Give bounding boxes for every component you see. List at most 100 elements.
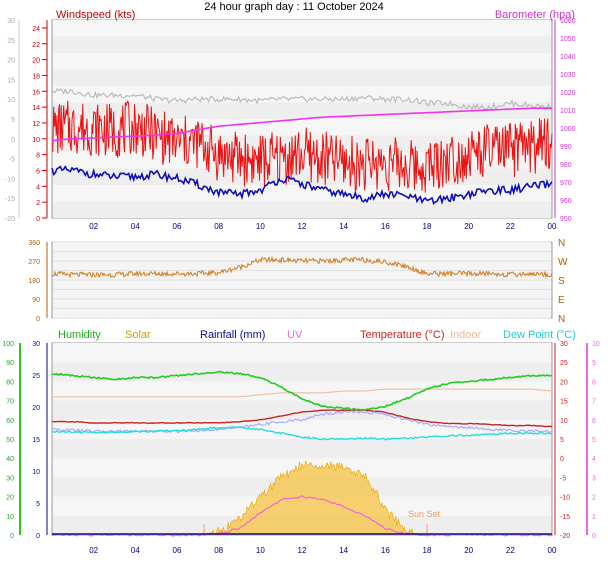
- humidity-tick-label: 20: [6, 495, 14, 502]
- x-tick-label: 08: [214, 222, 223, 231]
- wind-outer-axis: 30 25 20 15 10 5 0 -5 -10 -15 -20: [5, 18, 20, 223]
- temperature-tick-label: 0: [560, 456, 564, 463]
- legend-dewpoint: Dew Point (°C): [503, 329, 576, 341]
- wind-panel: Windspeed (kts) Barometer (hpa) 30252015…: [5, 9, 576, 231]
- windspeed-tick-label: 18: [32, 73, 40, 80]
- barometer-tick-label: 1000: [560, 126, 576, 133]
- solar-axis: 30 25 20 15 10 5 0: [32, 341, 48, 540]
- windspeed-tick-label: 6: [36, 168, 40, 175]
- x-tick-label: 06: [173, 222, 182, 231]
- barometer-tick-label: 1050: [560, 36, 576, 43]
- grid-band: [53, 419, 551, 439]
- outer-tick-label: 15: [7, 77, 15, 84]
- legend-solar: Solar: [125, 329, 151, 341]
- direction-tick-label: 90: [32, 297, 40, 304]
- x-tick-label: 08: [214, 546, 223, 555]
- x-tick-label: 14: [339, 222, 348, 231]
- barometer-axis: 1060 1050 1040 1030 1020 1010 1000 990 980 970 960…: [554, 18, 576, 223]
- temperature-tick-label: 25: [560, 360, 568, 367]
- barometer-line: [51, 107, 552, 142]
- x-tick-label: 02: [89, 222, 98, 231]
- barometer-tick-label: 960: [560, 198, 572, 205]
- x-tick-label: 18: [423, 546, 432, 555]
- wind-direction-line: [51, 255, 553, 279]
- x-tick-label: 22: [506, 222, 515, 231]
- x-tick-label: 06: [173, 546, 182, 555]
- x-tick-label: 10: [256, 546, 265, 555]
- outer-tick-label: 5: [11, 117, 15, 124]
- temperature-legend: Humidity Solar Rainfall (mm) UV Temperat…: [58, 329, 576, 341]
- grid-band: [53, 400, 551, 420]
- windspeed-tick-label: 10: [32, 137, 40, 144]
- gust-line: [51, 87, 553, 112]
- uv-tick-label: 0: [592, 533, 596, 540]
- grid-band: [53, 185, 551, 202]
- temperature-tick-label: 5: [560, 437, 564, 444]
- uv-line: [51, 494, 553, 537]
- windspeed-line: [51, 99, 553, 193]
- grid-band: [53, 362, 551, 382]
- temperature-tick-label: -15: [560, 514, 570, 521]
- outer-tick-label: -15: [5, 196, 15, 203]
- windspeed-tick-label: 12: [32, 121, 40, 128]
- outer-tick-label: 25: [7, 38, 15, 45]
- grid-band: [53, 86, 551, 103]
- compass-label: N: [558, 238, 565, 249]
- x-tick-label: 16: [381, 546, 390, 555]
- humidity-line: [51, 370, 553, 411]
- windspeed-tick-label: 8: [36, 153, 40, 160]
- sunset-annotation: Sun Set: [408, 509, 441, 519]
- barometer-tick-label: 970: [560, 180, 572, 187]
- x-tick-label: 20: [464, 546, 473, 555]
- direction-tick-label: 360: [28, 240, 40, 247]
- x-tick-label: 12: [298, 546, 307, 555]
- x-tick-label: 22: [506, 546, 515, 555]
- uv-tick-label: 3: [592, 475, 596, 482]
- x-tick-label: 02: [89, 546, 98, 555]
- temperature-tick-label: -5: [560, 475, 566, 482]
- rainfall-tick-label: 5: [36, 501, 40, 508]
- windspeed-tick-label: 14: [32, 105, 40, 112]
- outer-tick-label: 10: [7, 97, 15, 104]
- uv-tick-label: 8: [592, 379, 596, 386]
- barometer-tick-label: 1040: [560, 54, 576, 61]
- compass-label: N: [558, 314, 565, 325]
- grid-band: [53, 343, 551, 363]
- uv-tick-label: 6: [592, 418, 596, 425]
- windspeed-tick-label: 24: [32, 26, 40, 33]
- rainfall-tick-label: 0: [36, 533, 40, 540]
- grid-band: [53, 168, 551, 185]
- barometer-tick-label: 1060: [560, 18, 576, 25]
- indoor-line: [52, 388, 553, 398]
- windspeed-legend: Windspeed (kts): [56, 9, 135, 21]
- x-tick-label: 14: [339, 546, 348, 555]
- legend-rainfall: Rainfall (mm): [200, 329, 265, 341]
- rainfall-tick-label: 10: [32, 469, 40, 476]
- uv-tick-label: 2: [592, 495, 596, 502]
- grid-band: [53, 102, 551, 119]
- temperature-tick-label: 10: [560, 418, 568, 425]
- direction-tick-label: 270: [28, 259, 40, 266]
- legend-temperature: Temperature (°C): [360, 329, 444, 341]
- outer-tick-label: -5: [9, 157, 15, 164]
- grid-band: [53, 53, 551, 70]
- windspeed-tick-label: 20: [32, 58, 40, 65]
- barometer-tick-label: 1030: [560, 72, 576, 79]
- humidity-tick-label: 60: [6, 418, 14, 425]
- rainfall-tick-label: 25: [32, 373, 40, 380]
- humidity-tick-label: 30: [6, 475, 14, 482]
- outer-tick-label: 20: [7, 58, 15, 65]
- temperature-tick-label: 30: [560, 341, 568, 348]
- windspeed-tick-label: 2: [36, 200, 40, 207]
- legend-uv: UV: [287, 329, 303, 341]
- x-tick-label: 16: [381, 222, 390, 231]
- x-tick-label: 10: [256, 222, 265, 231]
- grid-band: [53, 119, 551, 136]
- lull-line: [51, 164, 553, 206]
- x-tick-label: 12: [298, 222, 307, 231]
- windspeed-tick-label: 22: [32, 42, 40, 49]
- wind-x-axis: 02 04 06 08 10 12 14 16 18 20 22 00: [89, 222, 557, 231]
